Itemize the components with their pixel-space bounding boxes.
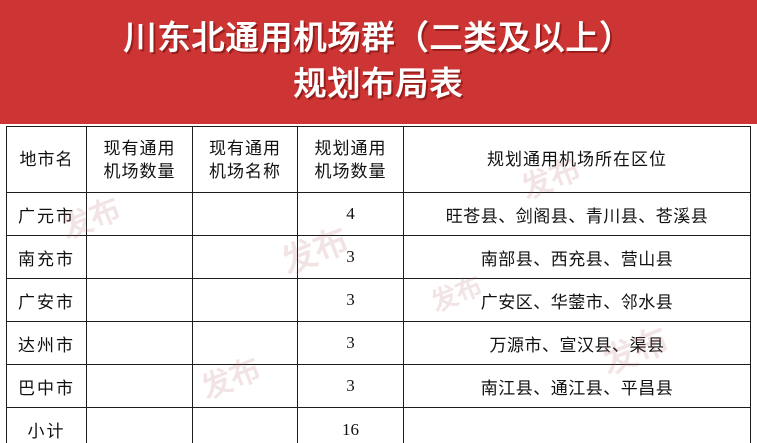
table-row: 巴中市 3 南江县、通江县、平昌县 [6, 364, 751, 408]
table-container: 发布 发布 发布 发布 发布 发布 地市名 现有通用 机场数量 [0, 124, 757, 443]
cell-total-planned-count: 16 [297, 407, 404, 443]
cell-planned-locations: 南部县、西充县、营山县 [403, 235, 751, 279]
cell-existing-names [192, 235, 298, 279]
cell-existing-names [192, 321, 298, 365]
cell-existing-count [86, 407, 193, 443]
cell-planned-locations: 南江县、通江县、平昌县 [403, 364, 751, 408]
cell-planned-count: 3 [297, 278, 404, 322]
column-header-city: 地市名 [6, 126, 87, 193]
cell-planned-count: 4 [297, 192, 404, 236]
cell-existing-names [192, 407, 298, 443]
cell-planned-locations: 万源市、宣汉县、渠县 [403, 321, 751, 365]
cell-existing-count [86, 278, 193, 322]
cell-planned-locations: 旺苍县、剑阁县、青川县、苍溪县 [403, 192, 751, 236]
table-row: 广元市 4 旺苍县、剑阁县、青川县、苍溪县 [6, 192, 751, 236]
cell-existing-names [192, 192, 298, 236]
cell-planned-count: 3 [297, 321, 404, 365]
cell-existing-count [86, 192, 193, 236]
table-header: 地市名 现有通用 机场数量 现有通用 机场名称 规划通用 机场数量 [6, 126, 751, 193]
column-header-planned-locations: 规划通用机场所在区位 [403, 126, 751, 193]
table-row: 达州市 3 万源市、宣汉县、渠县 [6, 321, 751, 365]
cell-city: 南充市 [6, 235, 87, 279]
table-header-row: 地市名 现有通用 机场数量 现有通用 机场名称 规划通用 机场数量 [6, 126, 751, 193]
column-header-planned-locations-label: 规划通用机场所在区位 [487, 150, 667, 169]
cell-city: 广安市 [6, 278, 87, 322]
column-header-existing-count: 现有通用 机场数量 [86, 126, 193, 193]
cell-existing-count [86, 364, 193, 408]
column-header-existing-count-line1: 现有通用 [103, 138, 176, 158]
column-header-existing-names-line2: 机场名称 [209, 161, 281, 181]
cell-planned-locations [403, 407, 751, 443]
cell-existing-names [192, 278, 298, 322]
cell-total-label: 小计 [6, 407, 87, 443]
column-header-planned-count-line2: 机场数量 [314, 161, 387, 181]
column-header-existing-names-line1: 现有通用 [209, 138, 281, 158]
page-title-line-2: 规划布局表 [293, 67, 464, 103]
column-header-city-label: 地市名 [19, 150, 74, 169]
column-header-planned-count-line1: 规划通用 [314, 138, 387, 158]
column-header-existing-count-line2: 机场数量 [103, 161, 176, 181]
cell-existing-count [86, 235, 193, 279]
cell-planned-count: 3 [297, 364, 404, 408]
cell-existing-names [192, 364, 298, 408]
cell-city: 巴中市 [6, 364, 87, 408]
table-row: 南充市 3 南部县、西充县、营山县 [6, 235, 751, 279]
cell-city: 达州市 [6, 321, 87, 365]
column-header-existing-names: 现有通用 机场名称 [192, 126, 298, 193]
cell-planned-count: 3 [297, 235, 404, 279]
cell-city: 广元市 [6, 192, 87, 236]
column-header-planned-count: 规划通用 机场数量 [297, 126, 404, 193]
page-title-line-1: 川东北通用机场群（二类及以上） [123, 21, 634, 57]
planning-layout-table: 地市名 现有通用 机场数量 现有通用 机场名称 规划通用 机场数量 [6, 126, 751, 443]
title-banner-content: 川东北通用机场群（二类及以上） 规划布局表 [0, 0, 757, 124]
table-row: 广安市 3 广安区、华蓥市、邻水县 [6, 278, 751, 322]
cell-planned-locations: 广安区、华蓥市、邻水县 [403, 278, 751, 322]
table-total-row: 小计 16 [6, 407, 751, 443]
cell-existing-count [86, 321, 193, 365]
title-banner: 川东北通用机场群（二类及以上） 规划布局表 [0, 0, 757, 124]
table-body: 广元市 4 旺苍县、剑阁县、青川县、苍溪县 南充市 3 南部县、西充县、营山县 … [6, 192, 751, 443]
